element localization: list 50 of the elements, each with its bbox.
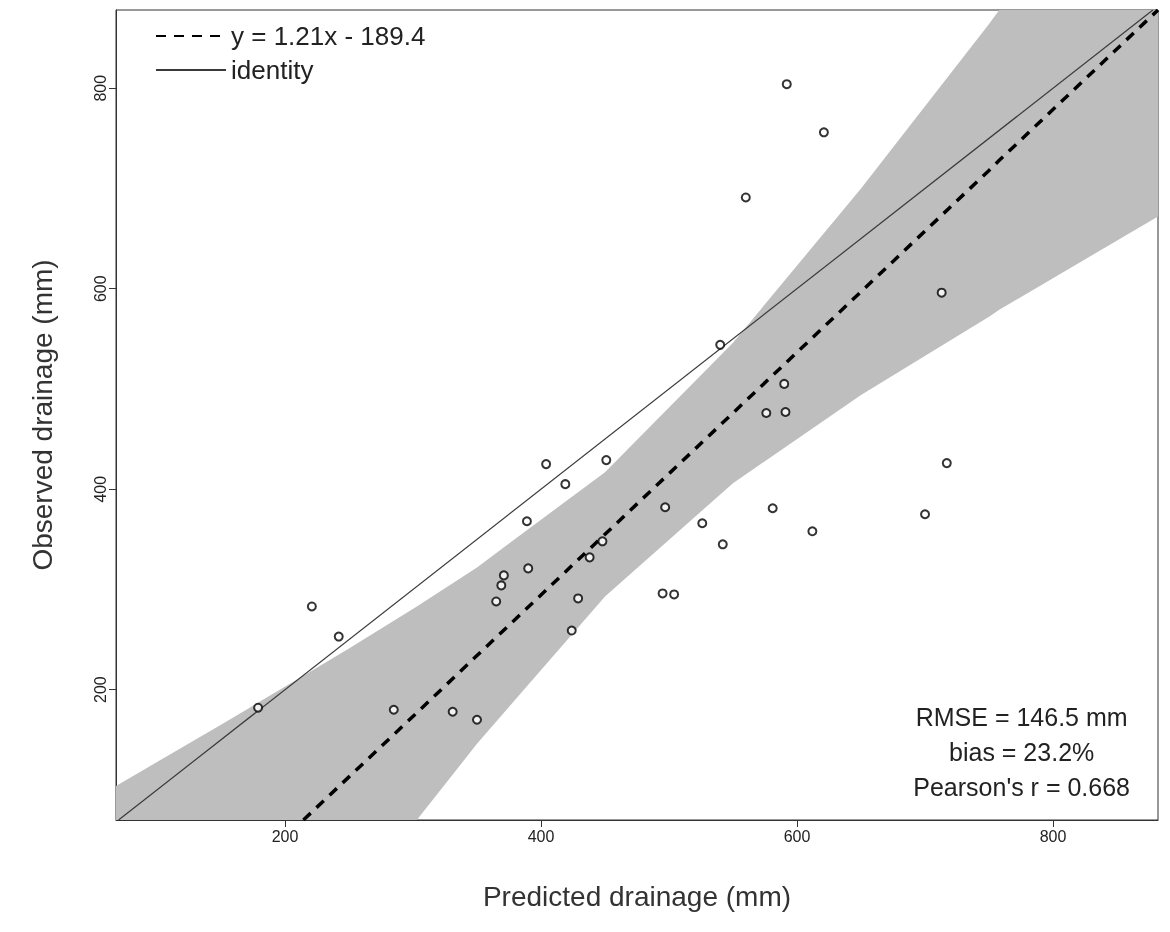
- point: [660, 502, 671, 513]
- legend-label: identity: [231, 55, 314, 85]
- y-tick-label: 600: [91, 275, 109, 303]
- point: [333, 631, 344, 642]
- point: [740, 192, 751, 203]
- point: [807, 526, 818, 537]
- point: [920, 509, 931, 520]
- point: [496, 580, 507, 591]
- x-tick-label: 200: [271, 827, 299, 845]
- point: [306, 601, 317, 612]
- point: [697, 518, 708, 529]
- point: [597, 536, 608, 547]
- point: [491, 596, 502, 607]
- point: [761, 408, 772, 418]
- point: [767, 503, 778, 514]
- point: [541, 459, 552, 470]
- annotation: bias = 23.2%: [949, 737, 1095, 766]
- x-tick-label: 800: [1039, 827, 1067, 845]
- point: [779, 378, 790, 389]
- y-tick-label: 400: [91, 475, 109, 503]
- annotation: RMSE = 146.5 mm: [915, 702, 1128, 731]
- y-axis-title: Observed drainage (mm): [26, 259, 58, 571]
- point: [717, 539, 728, 550]
- annotation: Pearson's r = 0.668: [913, 772, 1130, 801]
- point: [573, 593, 584, 604]
- x-axis-title: Predicted drainage (mm): [482, 880, 792, 912]
- point: [657, 588, 668, 599]
- x-tick-label: 600: [783, 827, 811, 845]
- point: [781, 79, 792, 90]
- point: [818, 127, 829, 138]
- point: [388, 704, 399, 715]
- point: [601, 455, 612, 466]
- y-tick-label: 800: [91, 74, 109, 102]
- point: [253, 702, 264, 713]
- point: [447, 706, 458, 717]
- point: [523, 563, 534, 574]
- point: [472, 714, 482, 725]
- point: [941, 458, 952, 469]
- point: [521, 516, 532, 527]
- point: [715, 339, 726, 350]
- legend-label: y = 1.21x - 189.4: [231, 21, 426, 51]
- point: [936, 287, 947, 298]
- point: [669, 589, 680, 600]
- point: [780, 406, 791, 417]
- point: [566, 625, 577, 636]
- point: [498, 570, 509, 581]
- point: [560, 479, 571, 490]
- y-tick-label: 200: [91, 676, 109, 704]
- x-tick-label: 400: [527, 827, 555, 845]
- point: [584, 552, 595, 563]
